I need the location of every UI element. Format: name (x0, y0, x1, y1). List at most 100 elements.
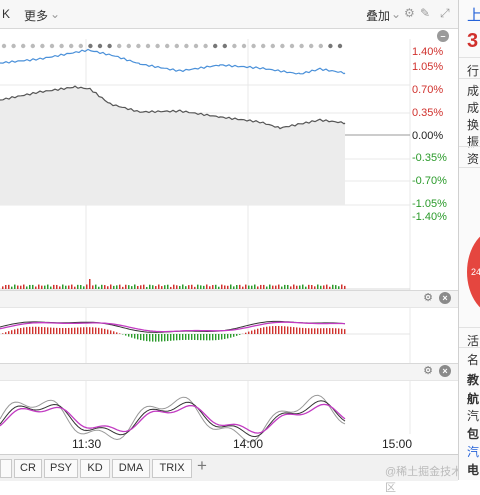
macd-bar (92, 327, 93, 334)
macd-bar (290, 327, 291, 334)
y-label: -1.05% (412, 198, 447, 210)
volume-bar (44, 286, 46, 289)
volume-bar (326, 285, 328, 289)
volume-bar (77, 285, 79, 289)
x-label: 15:00 (382, 437, 412, 451)
settings-icon[interactable]: ⚙ (404, 6, 415, 20)
volume-bar (290, 286, 292, 289)
sidebar-row[interactable]: 汽 (467, 443, 479, 460)
intraday-chart[interactable] (0, 29, 458, 454)
kd-line-k (0, 395, 345, 442)
macd-bar (158, 334, 159, 342)
sidebar-row[interactable]: 包 (467, 425, 479, 442)
macd-bar (116, 332, 117, 334)
expand-icon[interactable]: ⤢ (440, 6, 450, 21)
macd-bar (35, 327, 36, 334)
macd-bar (146, 334, 147, 341)
volume-bar (203, 286, 205, 289)
macd-bar (227, 334, 228, 338)
macd-bar (155, 334, 156, 342)
y-label: -0.70% (412, 175, 447, 187)
volume-bar (185, 286, 187, 289)
macd-bar (224, 334, 225, 339)
x-label: 14:00 (233, 437, 263, 451)
macd-bar (179, 334, 180, 340)
sidebar-row: 成 (467, 99, 479, 116)
tab-kd[interactable]: KD (80, 459, 110, 478)
macd-bar (41, 327, 42, 334)
macd-bar (206, 334, 207, 340)
macd-bar (20, 328, 21, 334)
macd-bar (245, 333, 246, 334)
volume-bar (320, 286, 322, 289)
volume-bar (197, 285, 199, 289)
sidebar-row[interactable]: 教 (467, 371, 479, 388)
macd-bar (305, 328, 306, 334)
sidebar-row[interactable]: 汽 (467, 407, 479, 424)
volume-bar (71, 285, 73, 289)
quote-sidebar: 上 3 行 成 成 换 振 资 24 活 名 教 航 汽 包 汽 电 (458, 0, 480, 480)
macd-bar (317, 328, 318, 334)
event-marker-dot (98, 44, 102, 48)
volume-bar (164, 285, 166, 289)
macd-bar (53, 328, 54, 334)
macd-bar (212, 334, 213, 340)
macd-bar (341, 329, 342, 334)
macd-bar (2, 333, 3, 334)
volume-bar (146, 287, 148, 289)
macd-bar (344, 329, 345, 334)
sidebar-row[interactable]: 电 (467, 461, 479, 478)
volume-bar (92, 285, 94, 289)
volume-bars (2, 279, 346, 289)
k-line-button[interactable]: K (2, 7, 10, 21)
volume-bar (107, 286, 109, 289)
stock-name[interactable]: 上 (467, 4, 480, 25)
add-tab-icon[interactable]: + (197, 456, 207, 476)
macd-settings-gear-icon[interactable]: ⚙ (422, 292, 434, 304)
tab-dma[interactable]: DMA (112, 459, 150, 478)
volume-bar (5, 285, 7, 289)
macd-bar (65, 328, 66, 334)
kd-settings-gear-icon[interactable]: ⚙ (422, 365, 434, 377)
macd-bar (50, 328, 51, 334)
sidebar-row[interactable]: 航 (467, 390, 479, 407)
volume-bar (41, 286, 43, 289)
volume-bar (191, 285, 193, 289)
volume-bar (308, 285, 310, 289)
macd-bar (176, 334, 177, 340)
event-marker-dot (242, 44, 246, 48)
volume-bar (209, 286, 211, 289)
tab-psy[interactable]: PSY (44, 459, 78, 478)
tab-cr[interactable]: CR (14, 459, 42, 478)
macd-bar (257, 329, 258, 334)
kd-close-icon[interactable]: × (439, 365, 451, 377)
overlay-chevron-down-icon[interactable]: ⌄ (391, 7, 401, 21)
volume-bar (335, 285, 337, 289)
volume-bar (266, 287, 268, 289)
volume-bar (116, 285, 118, 289)
macd-bar (188, 334, 189, 340)
macd-bar (233, 334, 234, 337)
draw-pen-icon[interactable]: ✎ (420, 6, 430, 20)
collapse-minus-icon[interactable]: – (437, 30, 449, 42)
chevron-down-icon[interactable]: ⌄ (50, 7, 60, 21)
macd-bar (269, 326, 270, 334)
volume-bar (299, 286, 301, 289)
volume-bar (302, 285, 304, 289)
macd-bar (182, 334, 183, 340)
tab-indicator[interactable] (0, 459, 12, 478)
more-menu-button[interactable]: 更多 (24, 7, 48, 24)
volume-bar (236, 285, 238, 289)
kd-line-j (0, 404, 345, 433)
tab-trix[interactable]: TRIX (152, 459, 192, 478)
event-marker-dot (59, 44, 63, 48)
macd-bar (200, 334, 201, 340)
volume-bar (281, 287, 283, 289)
event-marker-dot (271, 44, 275, 48)
macd-bar (128, 334, 129, 337)
volume-bar (143, 285, 145, 289)
macd-close-icon[interactable]: × (439, 292, 451, 304)
volume-bar (296, 286, 298, 289)
macd-bar (311, 328, 312, 334)
overlay-button[interactable]: 叠加 (366, 7, 390, 24)
